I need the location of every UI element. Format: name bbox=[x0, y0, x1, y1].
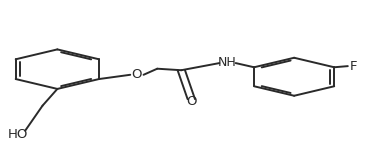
Text: O: O bbox=[186, 95, 196, 108]
Text: F: F bbox=[350, 60, 357, 73]
Text: HO: HO bbox=[7, 128, 28, 141]
Text: NH: NH bbox=[218, 56, 237, 69]
Text: O: O bbox=[132, 68, 142, 81]
